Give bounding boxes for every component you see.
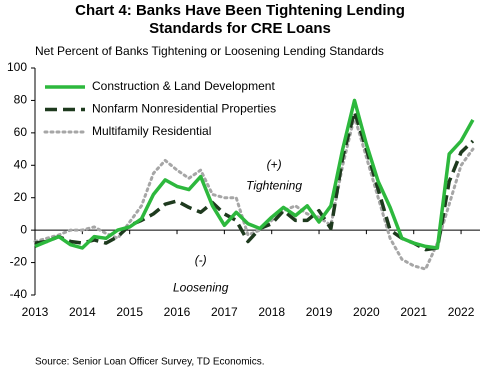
y-tick-label: 80	[14, 93, 28, 107]
x-tick-label: 2018	[258, 305, 285, 319]
annotation: Tightening	[246, 179, 302, 193]
y-tick-label: -20	[10, 255, 28, 269]
x-tick-label: 2013	[22, 305, 49, 319]
y-tick-label: 60	[14, 125, 28, 139]
x-tick-label: 2021	[400, 305, 427, 319]
annotation: (-)	[195, 253, 207, 267]
x-tick-label: 2017	[211, 305, 238, 319]
y-tick-label: 20	[14, 190, 28, 204]
x-tick-label: 2022	[448, 305, 475, 319]
x-tick-label: 2016	[164, 305, 191, 319]
series-line	[34, 98, 475, 250]
y-tick-label: 0	[20, 222, 27, 236]
x-tick-label: 2020	[353, 305, 380, 319]
x-tick-label: 2019	[306, 305, 333, 319]
y-tick-label: -40	[10, 287, 28, 301]
x-tick-label: 2014	[69, 305, 96, 319]
legend-label: Nonfarm Nonresidential Properties	[92, 102, 276, 116]
legend-label: Construction & Land Development	[92, 79, 275, 93]
chart-subtitle: Net Percent of Banks Tightening or Loose…	[35, 44, 384, 58]
legend-label: Multifamily Residential	[92, 124, 211, 138]
y-tick-label: 40	[14, 157, 28, 171]
chart-title: Chart 4: Banks Have Been Tightening Lend…	[75, 2, 405, 37]
annotation: (+)	[267, 157, 282, 171]
annotation: Loosening	[173, 281, 229, 295]
source-note: Source: Senior Loan Officer Survey, TD E…	[35, 357, 265, 368]
series-line	[33, 115, 475, 271]
x-tick-label: 2015	[116, 305, 143, 319]
y-tick-label: 100	[7, 60, 27, 74]
